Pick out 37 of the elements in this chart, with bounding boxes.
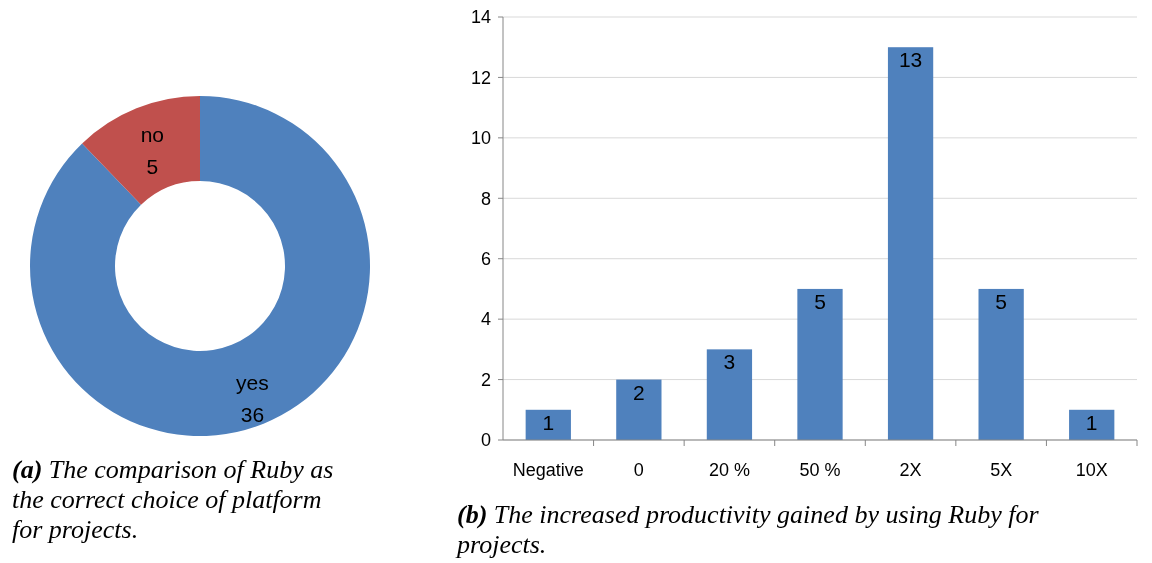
slice-label: yes — [236, 371, 269, 395]
data-label: 5 — [995, 289, 1007, 313]
y-tick-label: 0 — [480, 430, 491, 451]
text: (b) The increased productivity gained by using Ruby for projects. — [455, 500, 1040, 559]
x-tick-label: 5X — [990, 460, 1013, 480]
y-tick-label: 8 — [480, 188, 491, 209]
data-label: 5 — [146, 154, 159, 178]
x-tick-label: 10X — [1075, 460, 1108, 480]
bar — [887, 47, 934, 440]
text: (a) The comparison of Ruby as the correct choice of platform for projects. — [12, 455, 334, 544]
x-tick-label: 20 % — [708, 460, 750, 480]
data-label: 3 — [723, 350, 736, 374]
x-tick-label: 0 — [633, 460, 644, 480]
data-label: 1 — [1085, 410, 1098, 434]
x-tick-label: 2X — [899, 460, 922, 480]
y-tick-label: 12 — [470, 67, 491, 88]
donut-slice — [30, 96, 370, 436]
data-label: 36 — [240, 403, 265, 427]
bar — [616, 379, 662, 440]
data-label: 13 — [898, 48, 923, 72]
slice-label: no — [140, 122, 165, 146]
x-tick-label: 50 % — [799, 460, 841, 480]
y-tick-label: 6 — [480, 249, 491, 270]
bar — [797, 288, 843, 440]
y-tick-label: 4 — [480, 309, 491, 330]
bar — [525, 409, 571, 440]
y-tick-label: 10 — [470, 128, 491, 149]
bar — [1069, 409, 1115, 440]
data-label: 5 — [814, 289, 826, 313]
y-tick-label: 2 — [480, 369, 491, 390]
x-tick-label: Negative — [512, 460, 584, 480]
data-label: 2 — [633, 380, 645, 404]
bar — [706, 349, 753, 440]
y-tick-label: 14 — [470, 7, 491, 28]
bar — [978, 288, 1024, 440]
donut-slice — [82, 96, 200, 205]
data-label: 1 — [542, 410, 555, 434]
